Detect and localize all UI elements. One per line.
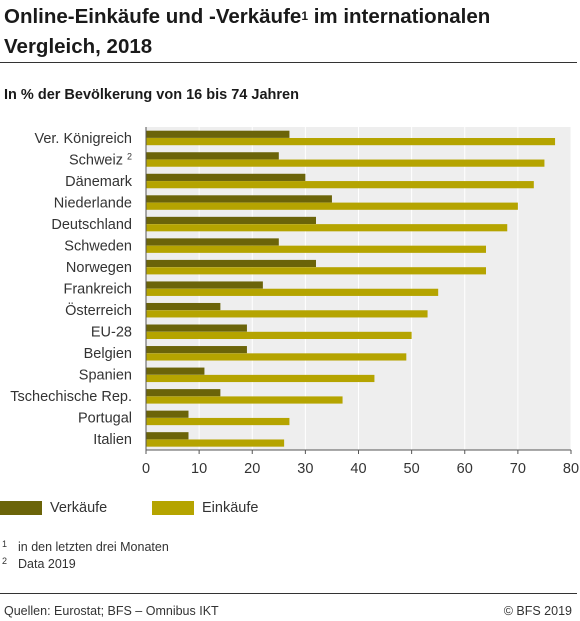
- bar-einkaeufe: [146, 310, 428, 318]
- title-footnote-marker: 1: [301, 9, 308, 23]
- bar-einkaeufe: [146, 245, 486, 253]
- bar-einkaeufe: [146, 439, 285, 447]
- x-tick-label: 60: [457, 461, 473, 477]
- bar-verkaeufe: [146, 216, 316, 225]
- footnote-2-text: Data 2019: [18, 557, 76, 571]
- category-label: Deutschland: [51, 217, 132, 233]
- bar-einkaeufe: [146, 353, 407, 361]
- x-tick-label: 40: [350, 461, 366, 477]
- bar-verkaeufe: [146, 410, 189, 418]
- legend-label-verkaeufe: Verkäufe: [50, 500, 108, 516]
- bar-einkaeufe: [146, 331, 412, 339]
- bar-verkaeufe: [146, 346, 247, 354]
- legend-swatch-verkaeufe: [0, 501, 42, 516]
- bar-verkaeufe: [146, 195, 332, 203]
- category-label: Schweiz 2: [69, 151, 132, 168]
- category-label: Portugal: [78, 411, 132, 427]
- legend-swatch-einkaeufe: [152, 501, 194, 516]
- chart-legend: Verkäufe Einkäufe: [0, 500, 580, 522]
- bar-einkaeufe: [146, 224, 508, 232]
- bar-einkaeufe: [146, 267, 486, 275]
- footnote-1: 1 in den letzten drei Monaten: [0, 539, 169, 556]
- x-tick-label: 0: [142, 461, 150, 477]
- category-label: EU-28: [91, 325, 132, 341]
- category-label: Schweden: [64, 238, 132, 254]
- bar-einkaeufe: [146, 396, 343, 404]
- category-label: Italien: [93, 432, 132, 448]
- bar-verkaeufe: [146, 259, 316, 268]
- bar-einkaeufe: [146, 374, 375, 383]
- category-label: Frankreich: [64, 282, 133, 298]
- footnotes: 1 in den letzten drei Monaten 2 Data 2019: [0, 539, 169, 573]
- chart-subtitle: In % der Bevölkerung von 16 bis 74 Jahre…: [4, 87, 299, 103]
- category-label: Belgien: [84, 346, 132, 362]
- footnote-2: 2 Data 2019: [0, 556, 169, 573]
- bar-einkaeufe: [146, 181, 534, 189]
- footnote-1-marker: 1: [2, 539, 8, 549]
- legend-item-einkaeufe: Einkäufe: [152, 500, 258, 516]
- bar-verkaeufe: [146, 130, 290, 138]
- bar-verkaeufe: [146, 238, 279, 246]
- footnote-2-marker: 2: [2, 556, 8, 566]
- category-label: Norwegen: [66, 260, 132, 276]
- bar-verkaeufe: [146, 281, 263, 289]
- bar-verkaeufe: [146, 173, 306, 181]
- bar-einkaeufe: [146, 138, 556, 146]
- x-tick-label: 20: [244, 461, 260, 477]
- bar-verkaeufe: [146, 324, 247, 332]
- legend-label-einkaeufe: Einkäufe: [202, 500, 259, 516]
- title-text-continued: im internationalen Vergleich, 2018: [4, 5, 491, 58]
- x-tick-label: 80: [563, 461, 579, 477]
- bar-einkaeufe: [146, 288, 439, 296]
- bar-verkaeufe: [146, 432, 189, 440]
- footer-divider: [0, 593, 577, 594]
- chart-title: Online-Einkäufe und -Verkäufe1 im intern…: [4, 2, 574, 62]
- title-text: Online-Einkäufe und -Verkäufe: [4, 5, 302, 28]
- category-label: Tschechische Rep.: [10, 389, 132, 405]
- source-note: Quellen: Eurostat; BFS – Omnibus IKT: [4, 604, 219, 618]
- x-tick-label: 50: [404, 461, 420, 477]
- category-footnote-marker: 2: [127, 151, 132, 161]
- x-tick-label: 10: [191, 461, 207, 477]
- x-tick-label: 70: [510, 461, 526, 477]
- x-tick-label: 30: [297, 461, 313, 477]
- bar-einkaeufe: [146, 159, 545, 167]
- category-label: Österreich: [65, 301, 132, 319]
- legend-item-verkaeufe: Verkäufe: [0, 500, 107, 516]
- category-label: Spanien: [79, 368, 132, 384]
- bar-einkaeufe: [146, 202, 518, 210]
- category-label: Ver. Königreich: [34, 131, 132, 147]
- bar-chart: 0 10 20 30 40 50 60 70 80 Ver. Königreich Schweiz …: [10, 127, 579, 477]
- category-label: Dänemark: [65, 174, 133, 190]
- footnote-1-text: in den letzten drei Monaten: [18, 540, 169, 554]
- category-label: Niederlande: [54, 195, 132, 211]
- bar-einkaeufe: [146, 417, 290, 426]
- title-divider: [0, 62, 577, 63]
- bar-verkaeufe: [146, 389, 221, 397]
- copyright: © BFS 2019: [503, 604, 572, 618]
- bar-verkaeufe: [146, 302, 221, 311]
- bar-verkaeufe: [146, 367, 205, 375]
- bar-verkaeufe: [146, 152, 279, 160]
